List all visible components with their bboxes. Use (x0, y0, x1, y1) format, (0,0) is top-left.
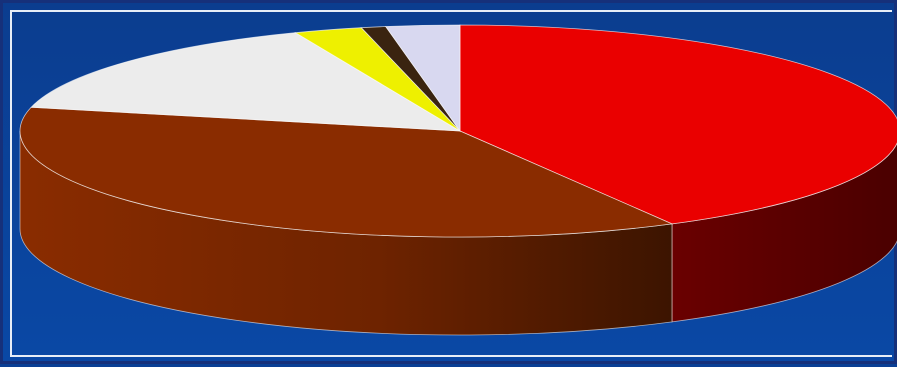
chart-inner-border (10, 10, 892, 357)
pie-top-layer (19, 24, 897, 238)
pie-slice-3 (30, 32, 461, 132)
pie-chart (19, 24, 897, 336)
pie-slice-2 (19, 106, 674, 238)
pie-slice-1 (459, 24, 897, 225)
pie-slice-6 (384, 24, 461, 133)
